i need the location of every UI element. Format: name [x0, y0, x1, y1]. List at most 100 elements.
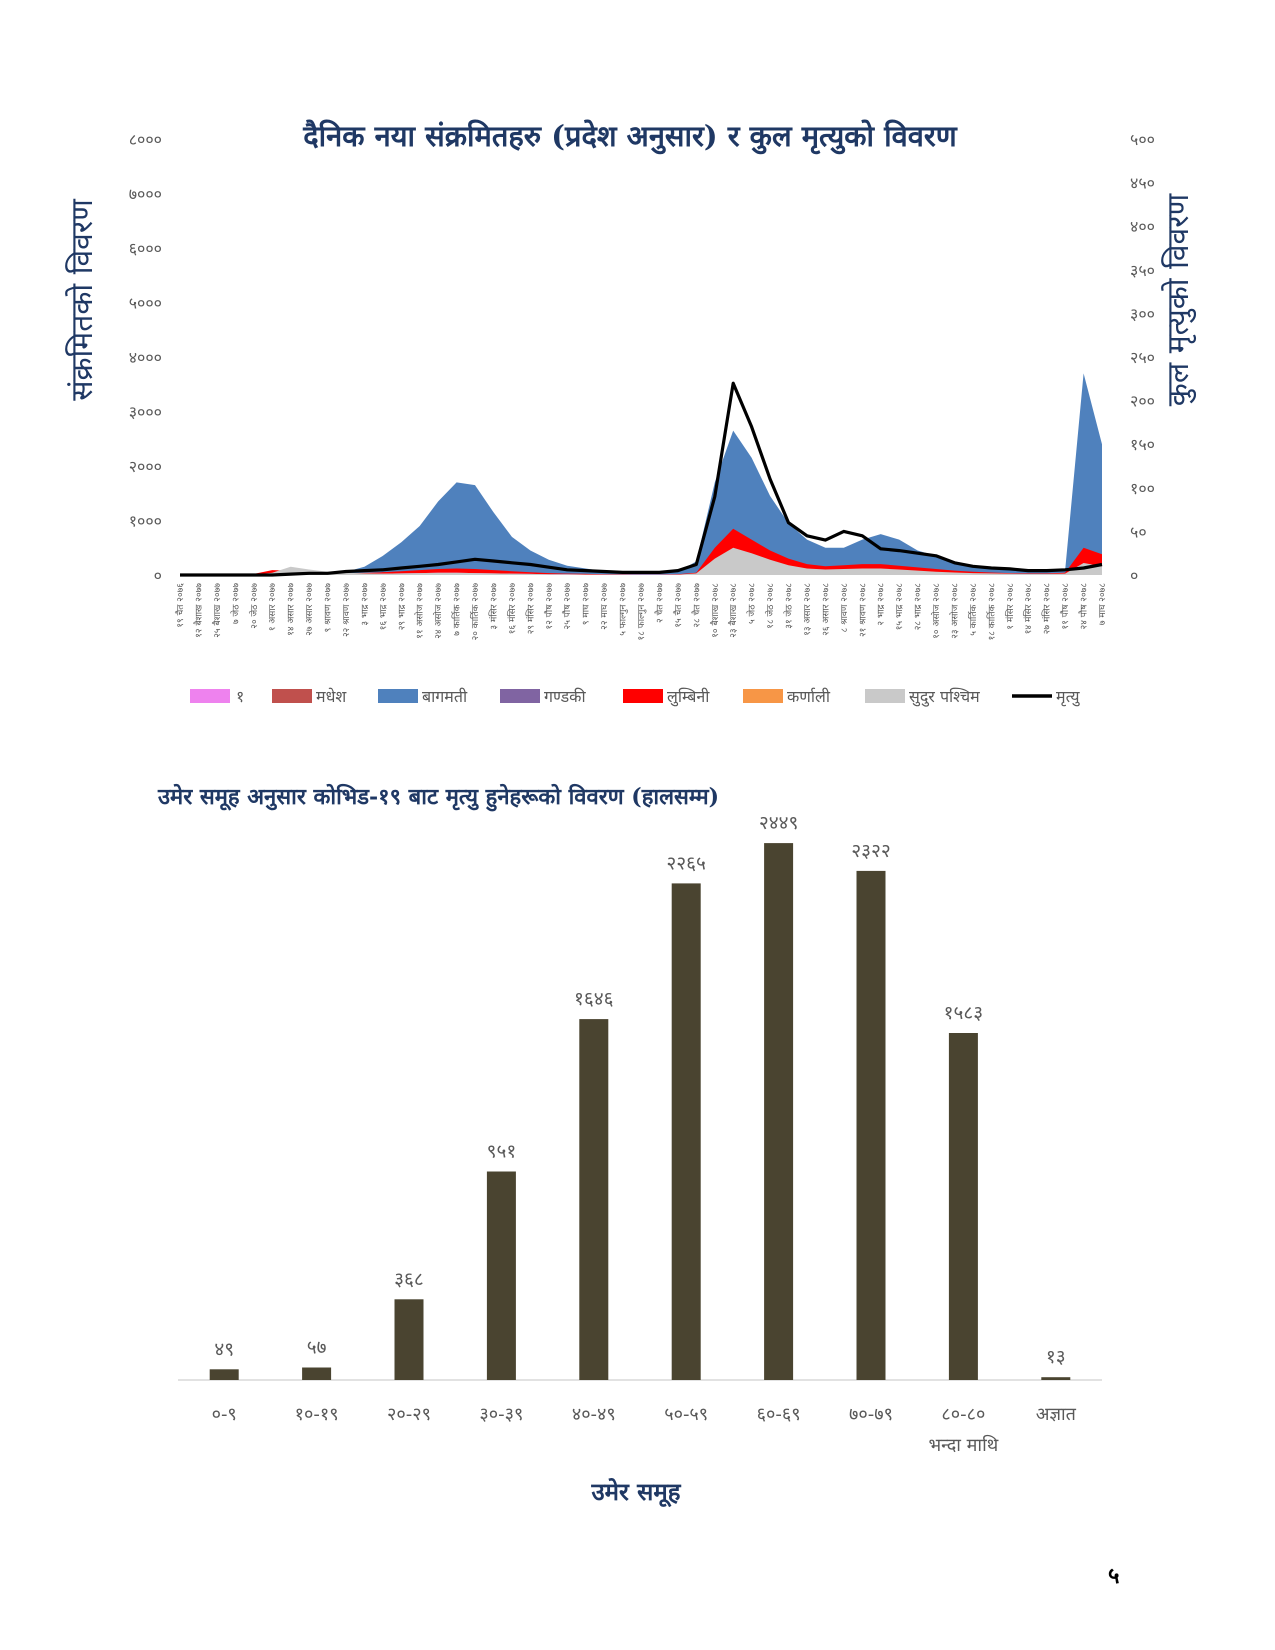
- category-label: २०-२९: [387, 1404, 431, 1425]
- x-tick-label: १८ कार्तिक २०७८: [985, 583, 997, 641]
- bar-value-label: १३: [1046, 1346, 1066, 1368]
- x-tick-label: ९ श्रावण २०७७: [324, 583, 334, 633]
- x-tick-label: १८ जेठ २०७८: [764, 583, 776, 629]
- legend-label-कर्णाली: कर्णाली: [787, 687, 831, 706]
- daily-cases-chart: दैनिक नया संक्रमितहरु (प्रदेश अनुसार) र …: [65, 119, 1197, 707]
- x-tick-label: १९ चैत २०७६: [174, 583, 186, 628]
- y2-tick-label: ३५०: [1130, 261, 1155, 280]
- x-tick-label: १० असोज २०७८: [930, 583, 942, 639]
- chart1-y-axis-title: संक्रमितको विवरण: [65, 198, 100, 401]
- bar: [948, 1033, 978, 1380]
- x-tick-label: १२ बैशाख २०७७: [192, 583, 204, 638]
- x-tick-label: ९ माघ २०७७: [582, 583, 592, 625]
- x-tick-label: ३ मंसिर २०७७: [488, 583, 500, 630]
- bar-value-label: २४४९: [759, 812, 799, 834]
- y-tick-label: ०: [154, 566, 162, 585]
- category-label: ५०-५९: [664, 1404, 708, 1425]
- category-label: ८०-८०: [941, 1404, 985, 1425]
- x-tick-label: २२ श्रावण २०७७: [342, 583, 352, 637]
- y-tick-label: २०००: [129, 457, 162, 476]
- page-number: ५: [1108, 1563, 1120, 1589]
- bar: [394, 1299, 424, 1380]
- x-tick-label: १ असार २०७७: [268, 583, 278, 631]
- y2-tick-label: २००: [1130, 392, 1155, 411]
- legend-label-१: १: [236, 687, 244, 706]
- death-line: [180, 381, 1103, 577]
- y2-tick-label: २५०: [1130, 348, 1155, 367]
- y-tick-label: ८०००: [129, 130, 162, 149]
- category-label: ३०-३९: [479, 1404, 523, 1425]
- x-tick-label: १५ भाद्र २०७८: [895, 583, 905, 631]
- chart2-bars: ४९ ०-९ ५७ १०-१९ ३६८ २०-२९ ९५१ ३०-३९ १६४६ ४०-४९ २२६…: [209, 812, 1077, 1456]
- bar: [764, 843, 794, 1380]
- legend-swatch-१: [190, 689, 230, 703]
- x-tick-label: १४ असार २०७७: [287, 583, 297, 636]
- bar: [1041, 1377, 1071, 1380]
- y-tick-label: ५०००: [129, 294, 162, 313]
- chart1-y2-axis-title: कुल मृत्युको विवरण: [1161, 193, 1197, 407]
- legend-label-लुम्बिनी: लुम्बिनी: [667, 687, 710, 707]
- x-tick-label: २३ बैशाख २०७८: [727, 583, 739, 638]
- x-tick-label: २२ माघ २०७७: [600, 583, 610, 630]
- y-tick-label: ४०००: [129, 348, 162, 367]
- x-tick-label: ५ कार्तिक २०७८: [967, 583, 979, 636]
- x-tick-label: २९ मंसिर २०७७: [524, 583, 536, 635]
- chart2-title: उमेर समूह अनुसार कोभिड-१९ बाट मृत्यु हुन…: [157, 783, 719, 812]
- area-series-लुम्बिनी: [180, 528, 1102, 575]
- x-tick-label: ८ श्रावण २०७८: [840, 583, 850, 633]
- x-tick-label: ११ पौष २०७८: [1059, 583, 1071, 630]
- chart1-y2-ticks: ० ५० १०० १५० २०० २५० ३०० ३५० ४०० ४५० ५००: [1130, 130, 1155, 585]
- x-tick-label: ११ असोज २०७७: [414, 583, 426, 639]
- y-tick-label: ७०००: [129, 185, 162, 204]
- x-tick-label: २७ असार २०७७: [305, 583, 315, 636]
- x-tick-label: २५ पौष २०७७: [561, 583, 573, 630]
- x-tick-label: ७ जेठ २०७७: [229, 583, 241, 624]
- x-tick-label: १६ भाद्र २०७७: [379, 583, 389, 631]
- x-tick-label: २७ मंसिर २०७८: [1041, 583, 1053, 635]
- x-tick-label: ७ कार्तिक २०७७: [451, 583, 463, 636]
- x-tick-label: ३१ जेठ २०७८: [783, 583, 795, 629]
- bar-value-label: ९५१: [487, 1141, 517, 1163]
- legend-swatch-सुदुर पश्चिम: [865, 689, 905, 703]
- legend-swatch-बागमती: [378, 689, 418, 703]
- bar-value-label: ५७: [307, 1337, 327, 1359]
- x-tick-label: १८ फाल्गुन २०७७: [637, 583, 647, 641]
- category-label: भन्दा माथि: [929, 1434, 999, 1456]
- x-tick-label: २९ भाद्र २०७७: [397, 583, 407, 631]
- x-tick-label: २५ बैशाख २०७७: [211, 583, 223, 638]
- bar-value-label: १६४६: [574, 988, 614, 1010]
- y2-tick-label: ५०: [1130, 522, 1147, 541]
- bar: [302, 1367, 332, 1380]
- x-tick-label: ५ जेठ २०७८: [746, 583, 758, 624]
- category-label: अज्ञात: [1036, 1404, 1077, 1425]
- legend-label-मधेश: मधेश: [316, 687, 347, 706]
- bar-value-label: २३२२: [851, 840, 891, 862]
- x-tick-label: १० बैशाख २०७८: [709, 583, 721, 638]
- legend-swatch-मधेश: [272, 689, 312, 703]
- legend-swatch-लुम्बिनी: [623, 689, 663, 703]
- x-tick-label: २० कार्तिक २०७७: [469, 583, 481, 641]
- x-tick-label: २८ भाद्र २०७८: [914, 583, 924, 631]
- bar: [579, 1019, 609, 1380]
- chart2-x-axis-title: उमेर समूह: [591, 1477, 682, 1508]
- x-tick-label: २० जेठ २०७७: [248, 583, 260, 629]
- legend-label-गण्डकी: गण्डकी: [544, 687, 586, 706]
- y2-tick-label: १५०: [1130, 435, 1155, 454]
- x-tick-label: १४ मंसिर २०७८: [1022, 583, 1034, 635]
- x-tick-label: १ मंसिर २०७८: [1004, 583, 1016, 630]
- bar-value-label: १५८३: [944, 1002, 984, 1024]
- legend-label-सुदुर पश्चिम: सुदुर पश्चिम: [909, 687, 980, 707]
- category-label: ०-९: [212, 1404, 237, 1425]
- x-tick-label: ३ भाद्र २०७७: [360, 583, 370, 626]
- y2-tick-label: ५००: [1130, 130, 1155, 149]
- category-label: ६०-६९: [757, 1404, 801, 1425]
- category-label: ७०-७९: [849, 1404, 893, 1425]
- x-tick-label: १२ पौष २०७७: [543, 583, 555, 630]
- bar: [856, 870, 886, 1380]
- bar: [671, 883, 701, 1380]
- y-tick-label: ६०००: [129, 239, 162, 258]
- x-tick-label: २ चैत २०७७: [653, 583, 665, 623]
- x-tick-label: २४ पौष २०७८: [1078, 583, 1090, 630]
- chart1-title: दैनिक नया संक्रमितहरु (प्रदेश अनुसार) र …: [302, 119, 958, 155]
